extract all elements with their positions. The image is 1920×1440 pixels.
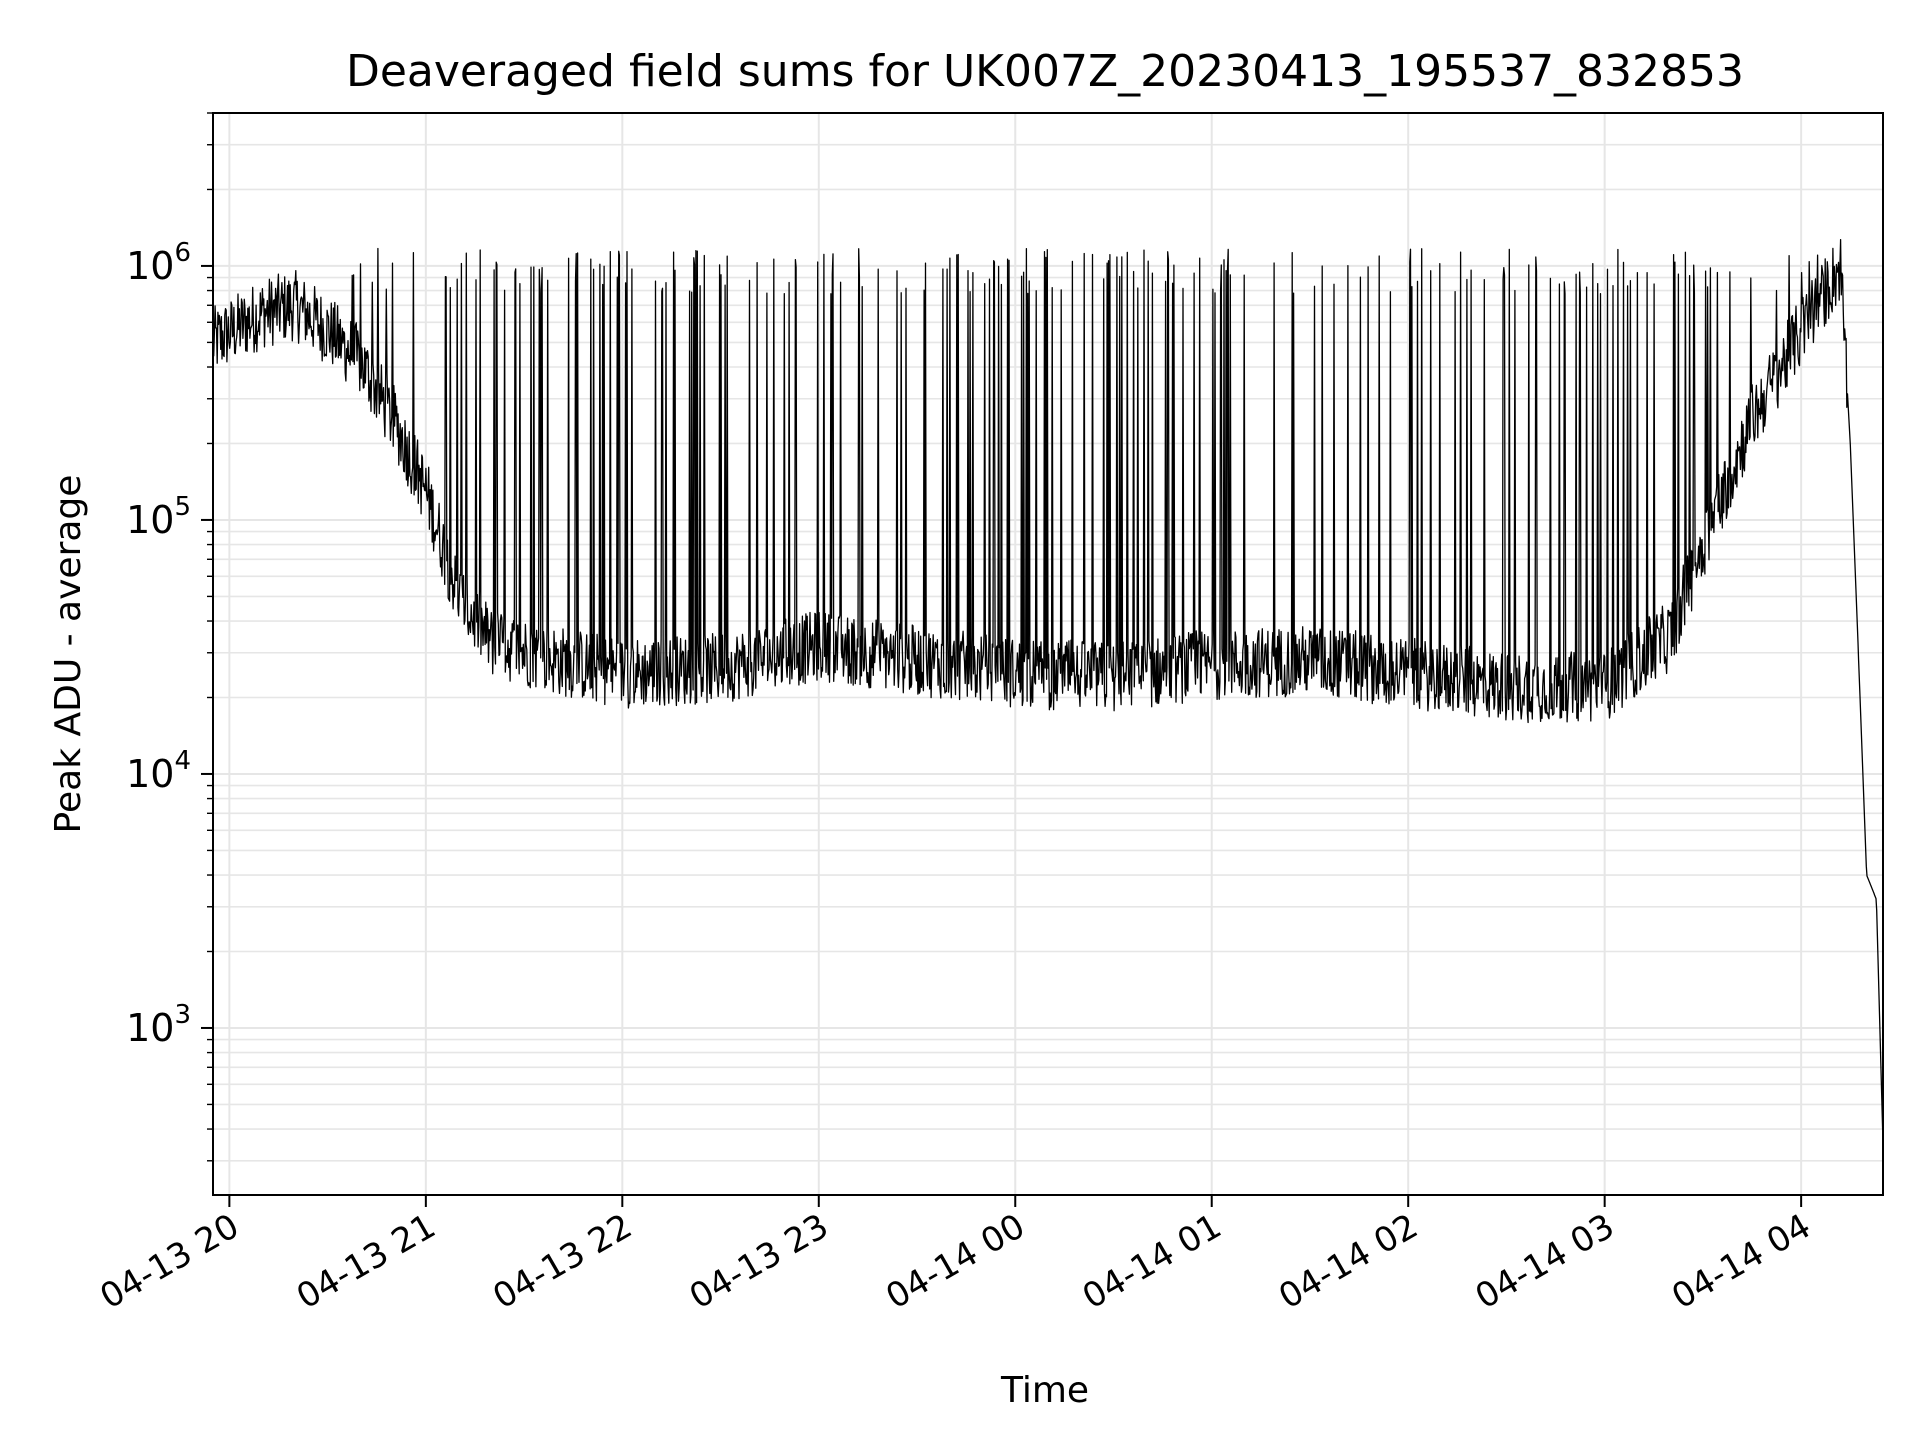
x-axis-label: Time [1000,1370,1089,1411]
y-tick-label: 103 [126,1000,191,1050]
series [212,238,1884,1144]
y-axis: 103 104 105 106 [126,112,213,1162]
chart-title: Deaveraged field sums for UK007Z_2023041… [346,46,1744,97]
plot-frame [212,112,1884,1196]
series-line [212,238,1884,1144]
y-tick-label: 105 [126,492,191,542]
y-tick-label: 104 [126,746,191,796]
y-axis-label: Peak ADU - average [48,475,89,834]
y-tick-label: 106 [126,238,191,288]
